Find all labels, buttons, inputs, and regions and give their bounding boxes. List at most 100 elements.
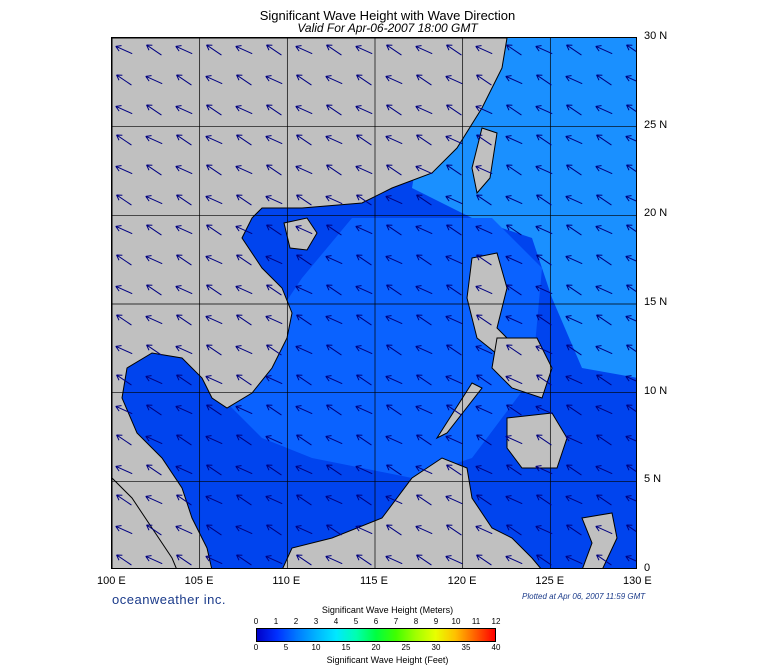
wave-arrow: [205, 375, 223, 385]
wave-arrow: [296, 74, 312, 86]
wave-arrow: [326, 164, 342, 176]
wave-arrow: [295, 45, 313, 55]
wave-arrow: [146, 224, 162, 236]
wave-arrow: [506, 284, 522, 296]
colorbar-feet-tick: 25: [401, 643, 411, 652]
wave-arrow: [175, 345, 193, 355]
wave-arrow: [295, 405, 313, 415]
wave-arrow: [596, 494, 612, 506]
wave-arrow: [596, 374, 612, 386]
wave-arrow: [536, 434, 552, 446]
wave-arrow: [506, 464, 522, 476]
wave-arrow: [266, 164, 282, 176]
wave-arrow: [505, 255, 523, 265]
wave-arrow: [595, 345, 613, 355]
wave-arrow: [356, 434, 372, 446]
colorbar-feet-tick: 5: [283, 643, 289, 652]
wave-arrow: [175, 165, 193, 175]
wave-arrow: [296, 494, 312, 506]
wave-arrow: [565, 255, 583, 265]
wave-arrow: [415, 165, 433, 175]
wave-arrow: [536, 134, 552, 146]
colorbar-title-feet: Significant Wave Height (Feet): [326, 655, 449, 665]
wave-arrow: [235, 105, 253, 115]
wave-arrow: [415, 225, 433, 235]
wave-arrow: [356, 194, 372, 206]
wave-arrow: [325, 495, 343, 505]
wave-arrow: [145, 555, 163, 565]
colorbar-meter-tick: 6: [373, 617, 379, 626]
wave-arrow: [506, 344, 522, 356]
wave-arrow: [325, 255, 343, 265]
wave-arrow: [266, 524, 282, 536]
wave-arrow: [235, 285, 253, 295]
wave-arrow: [356, 254, 372, 266]
wave-arrow: [475, 405, 493, 415]
wave-arrow: [446, 164, 462, 176]
wave-arrow: [326, 344, 342, 356]
wave-arrow: [476, 74, 492, 86]
wave-arrow: [146, 404, 162, 416]
wave-arrow: [176, 194, 192, 206]
wave-arrow: [566, 44, 582, 56]
wave-arrow: [415, 45, 433, 55]
wave-arrow: [235, 45, 253, 55]
wave-arrow: [535, 105, 553, 115]
wave-arrow: [535, 465, 553, 475]
wave-arrow: [595, 45, 613, 55]
wave-arrow: [356, 314, 372, 326]
wave-arrow: [296, 314, 312, 326]
wave-arrow: [235, 345, 253, 355]
wave-arrow: [385, 195, 403, 205]
wave-arrow: [476, 194, 492, 206]
lat-lon-grid: [112, 38, 636, 568]
wave-arrow: [145, 375, 163, 385]
wave-arrow: [265, 375, 283, 385]
wave-arrow: [385, 75, 403, 85]
wave-arrow: [325, 195, 343, 205]
wave-arrow: [206, 464, 222, 476]
wave-arrow: [626, 524, 636, 536]
wave-arrow: [355, 45, 373, 55]
wave-arrow: [326, 524, 342, 536]
wave-arrow: [326, 404, 342, 416]
wave-arrow: [626, 404, 636, 416]
wave-arrow: [446, 44, 462, 56]
wave-arrow: [416, 194, 432, 206]
wave-arrow: [176, 134, 192, 146]
wave-arrow: [535, 345, 553, 355]
wave-arrow: [295, 525, 313, 535]
wave-arrow: [505, 435, 523, 445]
wave-arrow: [445, 75, 463, 85]
wave-arrow: [116, 134, 132, 146]
gulf-of-thailand-dark: [122, 348, 222, 478]
wave-arrow: [266, 224, 282, 236]
wave-arrow: [416, 554, 432, 566]
wave-arrow: [446, 524, 462, 536]
wave-arrow: [416, 434, 432, 446]
wave-arrow: [416, 74, 432, 86]
wave-arrow: [625, 255, 636, 265]
wave-arrow: [595, 225, 613, 235]
wave-arrow: [535, 165, 553, 175]
wave-arrow: [536, 314, 552, 326]
wave-arrow: [326, 224, 342, 236]
wave-arrow: [235, 525, 253, 535]
wave-arrow: [356, 134, 372, 146]
wave-arrow: [596, 554, 612, 566]
wave-arrow: [236, 314, 252, 326]
wave-arrow: [445, 195, 463, 205]
wave-arrow: [296, 194, 312, 206]
wave-arrow: [175, 285, 193, 295]
wave-arrow: [356, 494, 372, 506]
wave-arrow: [506, 404, 522, 416]
wave-arrow: [205, 495, 223, 505]
wave-arrow: [535, 525, 553, 535]
wave-arrow: [385, 255, 403, 265]
wave-arrow: [415, 345, 433, 355]
wave-arrow: [625, 75, 636, 85]
borneo-land: [282, 457, 541, 568]
wave-arrow: [475, 45, 493, 55]
colorbar-meter-tick: 10: [451, 617, 461, 626]
latitude-label: 5 N: [644, 473, 662, 486]
